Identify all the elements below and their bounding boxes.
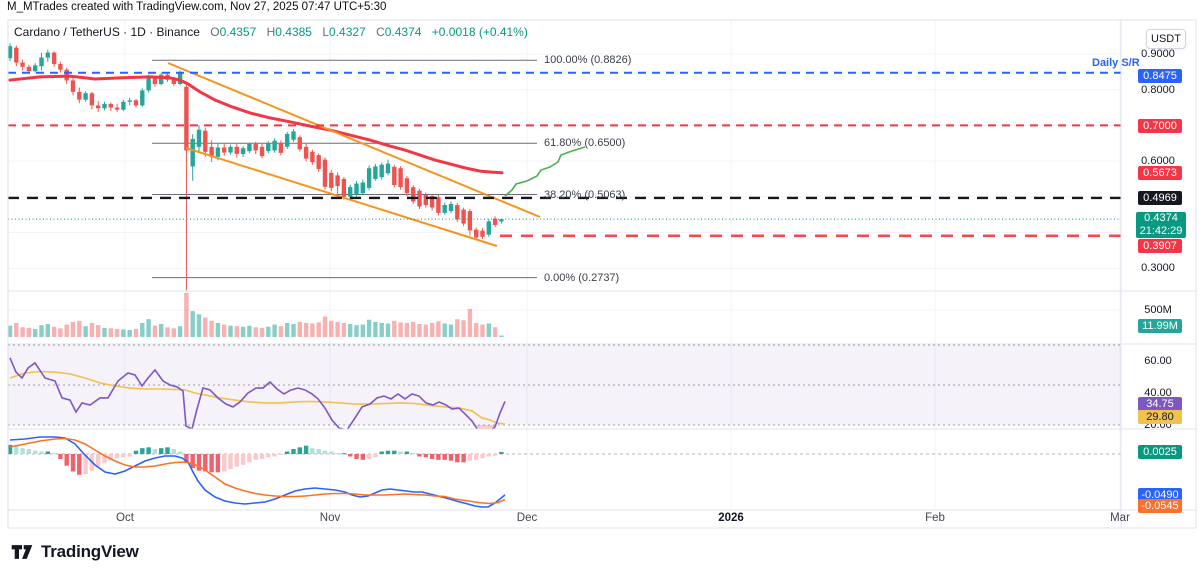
support-resistance-lines[interactable]	[8, 71, 1121, 238]
change-value: +0.0018 (+0.41%)	[431, 25, 528, 39]
fib-label: 0.00% (0.2737)	[544, 271, 620, 284]
symbol-title[interactable]: Cardano / TetherUS · 1D · Binance	[14, 25, 200, 39]
rsi-badge-34.75: 34.75	[1138, 397, 1182, 411]
macd-indicator	[8, 436, 1121, 508]
price-badge-0.4374: 0.4374 21:42:29	[1136, 212, 1186, 238]
tradingview-logo[interactable]: TradingView	[10, 540, 139, 564]
time-axis-label-Mar: Mar	[1110, 512, 1130, 524]
price-badge-0.4969: 0.4969	[1138, 191, 1182, 205]
time-axis-label-Dec: Dec	[516, 512, 538, 524]
fib-label: 61.80% (0.6500)	[544, 137, 626, 150]
time-axis-label-2026: 2026	[718, 512, 744, 524]
price-badge-0.8475: 0.8475	[1138, 69, 1182, 83]
falling-wedge-upper-line[interactable]	[167, 62, 541, 218]
rsi-band	[8, 344, 1121, 426]
price-scale-label: 0.3000	[1141, 262, 1175, 275]
macd-badge-0.0025: 0.0025	[1138, 445, 1182, 459]
macd-badge--0.0545: -0.0545	[1138, 499, 1182, 513]
candlestick-series	[8, 43, 504, 291]
fib-retracement-lines[interactable]	[152, 59, 537, 279]
volume-series	[8, 292, 504, 337]
watermark-text: M_MTrades created with TradingView.com, …	[7, 1, 387, 13]
tradingview-logo-text: TradingView	[41, 542, 139, 561]
price-scale-label: 0.9000	[1141, 48, 1175, 60]
daily-sr-line-label[interactable]: Daily S/R	[1092, 57, 1140, 69]
open-value: 0.4357	[219, 25, 257, 39]
close-label: C	[376, 25, 385, 39]
price-scale-label: 0.6000	[1141, 155, 1175, 168]
time-axis-label-Nov: Nov	[319, 512, 341, 524]
gridlines	[8, 21, 1121, 510]
rsi-badge-29.80: 29.80	[1138, 410, 1182, 424]
volume-badge: 11.99M	[1138, 319, 1182, 333]
pane-frame	[7, 19, 1197, 529]
macd-badge--0.0490: -0.0490	[1138, 488, 1182, 502]
high-value: 0.4385	[275, 25, 312, 39]
red-ma-line[interactable]	[8, 74, 504, 175]
symbol-legend[interactable]: Cardano / TetherUS · 1D · Binance O0.435…	[14, 25, 528, 39]
time-axis-label-Feb: Feb	[925, 512, 945, 524]
low-label: L	[322, 25, 330, 39]
high-label: H	[266, 25, 276, 39]
green-brush-drawing[interactable]	[504, 146, 586, 197]
currency-unit-button[interactable]: USDT	[1146, 29, 1186, 49]
close-value: 0.4374	[384, 25, 422, 39]
low-value: 0.4327	[329, 25, 366, 39]
price-scale-label: 0.8000	[1141, 83, 1175, 96]
open-label: O	[210, 25, 220, 39]
rsi-indicator	[9, 357, 506, 429]
tradingview-logo-icon	[11, 545, 33, 559]
rsi-scale-label: 60.00	[1144, 355, 1172, 367]
price-badge-0.3907: 0.3907	[1138, 239, 1182, 253]
time-axis-label-Oct: Oct	[116, 512, 134, 524]
price-badge-0.5673: 0.5673	[1138, 166, 1182, 180]
rsi-scale-label: 40.00	[1144, 387, 1172, 399]
volume-scale-label: 500M	[1144, 304, 1172, 316]
fib-label: 100.00% (0.8826)	[544, 54, 632, 67]
fib-label: 38.20% (0.5063)	[544, 188, 626, 201]
price-badge-0.7000: 0.7000	[1138, 119, 1182, 133]
